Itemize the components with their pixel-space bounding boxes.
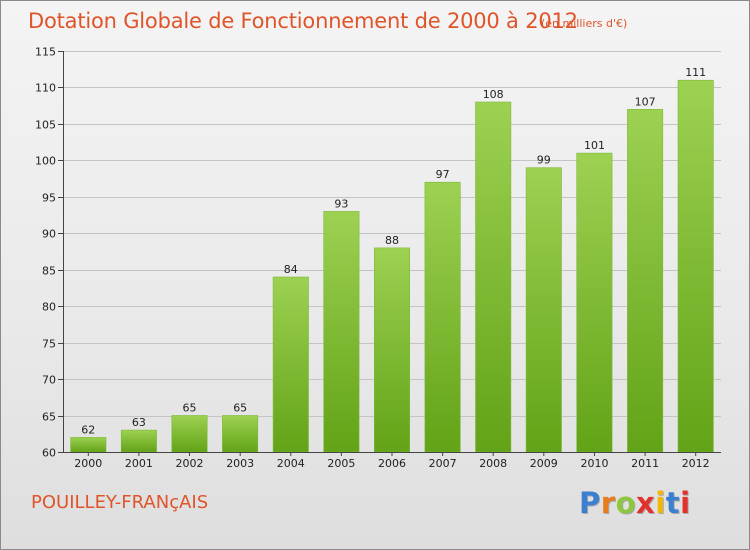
x-tick-label: 2001 [125, 457, 153, 470]
logo-letter: P [579, 486, 601, 520]
bar-value-label: 93 [334, 197, 348, 210]
bar-2005 [323, 211, 360, 453]
y-tick-label: 105 [35, 119, 56, 132]
bar-value-label: 88 [385, 234, 399, 247]
x-tick-label: 2002 [176, 457, 204, 470]
bar-value-label: 65 [183, 402, 197, 415]
y-tick-label: 85 [42, 265, 56, 278]
bar-value-label: 84 [284, 263, 298, 276]
bar-2001 [120, 429, 157, 453]
bar-2009 [525, 167, 562, 453]
x-tick-label: 2009 [530, 457, 558, 470]
bar-2006 [373, 247, 410, 453]
y-tick-label: 60 [42, 447, 56, 460]
x-tick-label: 2012 [682, 457, 710, 470]
logo-letter: i [680, 486, 691, 520]
y-tick-label: 70 [42, 374, 56, 387]
bar-value-label: 62 [81, 423, 95, 436]
bar-value-label: 107 [635, 95, 656, 108]
bar-2007 [424, 181, 461, 453]
bar-2002 [171, 415, 208, 453]
logo-letter: i [655, 486, 666, 520]
x-tick-label: 2006 [378, 457, 406, 470]
y-tick-label: 65 [42, 411, 56, 424]
logo-letter: t [665, 486, 681, 520]
bars-layer: 62 63 65 65 84 93 88 97 108 99 101 107 111 [70, 66, 714, 453]
logo-letter: r [600, 486, 616, 520]
x-tick-label: 2004 [277, 457, 305, 470]
y-tick-label: 75 [42, 338, 56, 351]
x-tick-label: 2000 [74, 457, 102, 470]
y-tick-label: 110 [35, 82, 56, 95]
proxiti-logo[interactable]: Proxiti [579, 486, 691, 520]
bar-value-label: 111 [685, 66, 706, 79]
bar-2004 [272, 276, 309, 453]
x-tick-label: 2007 [429, 457, 457, 470]
bar-2012 [677, 79, 714, 453]
chart-unit-label: (en milliers d'€) [541, 17, 628, 30]
y-tick-label: 115 [35, 46, 56, 59]
x-tick-label: 2011 [631, 457, 659, 470]
bar-value-label: 99 [537, 154, 551, 167]
y-tick-label: 100 [35, 155, 56, 168]
x-tick-label: 2008 [479, 457, 507, 470]
y-tick-label: 95 [42, 192, 56, 205]
logo-letter: x [636, 486, 656, 520]
x-tick-label: 2005 [327, 457, 355, 470]
y-tick-label: 90 [42, 228, 56, 241]
bar-value-label: 101 [584, 139, 605, 152]
bar-value-label: 97 [436, 168, 450, 181]
bar-value-label: 63 [132, 416, 146, 429]
y-tick-label: 80 [42, 301, 56, 314]
commune-name: POUILLEY-FRANçAIS [31, 492, 209, 513]
bar-2008 [475, 101, 512, 453]
bar-value-label: 108 [483, 88, 504, 101]
bar-2011 [627, 109, 664, 453]
bar-value-label: 65 [233, 402, 247, 415]
bar-2010 [576, 152, 613, 453]
bar-2003 [222, 415, 259, 453]
x-tick-label: 2003 [226, 457, 254, 470]
bar-2000 [70, 437, 107, 453]
logo-letter: o [615, 486, 637, 520]
chart-title: Dotation Globale de Fonctionnement de 20… [28, 9, 578, 33]
x-tick-label: 2010 [581, 457, 609, 470]
axis-layer: 60 65 70 75 80 85 90 95 100 105 110 115 2000 2001 2002… [35, 46, 721, 470]
